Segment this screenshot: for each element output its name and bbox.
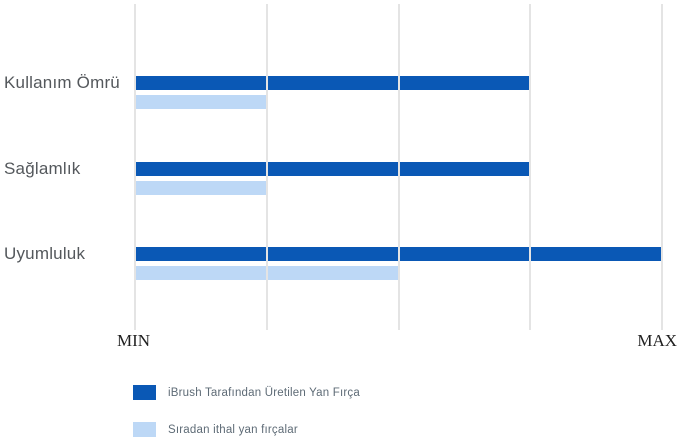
bar-series2-Kullanım Ömrü [135,95,267,109]
gridline-50 [397,4,400,330]
legend-item: iBrush Tarafından Üretilen Yan Fırça [133,385,360,400]
legend-swatch-icon [133,422,156,437]
bar-series1-Sağlamlık [135,162,531,176]
gridline-0 [134,4,136,330]
category-label: Kullanım Ömrü [4,73,120,92]
x-axis-min-label: MIN [117,331,151,350]
legend-swatch-icon [133,385,156,400]
legend: iBrush Tarafından Üretilen Yan Fırça Sıra… [133,385,360,446]
gridline-25 [265,4,268,330]
category-label: Sağlamlık [4,159,81,178]
x-axis-max-label: MAX [637,331,677,350]
legend-item: Sıradan ithal yan fırçalar [133,422,360,437]
legend-label: iBrush Tarafından Üretilen Yan Fırça [168,386,360,399]
plot-area [134,4,663,330]
legend-label: Sıradan ithal yan fırçalar [168,423,298,436]
gridline-100 [661,4,663,330]
gridline-75 [529,4,532,330]
bar-series1-Kullanım Ömrü [135,76,531,90]
category-label: Uyumluluk [4,244,86,263]
bar-series2-Sağlamlık [135,181,267,195]
